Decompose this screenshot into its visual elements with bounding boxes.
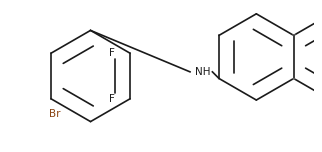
Text: NH: NH	[195, 67, 210, 77]
Text: Br: Br	[50, 109, 61, 119]
Text: F: F	[109, 48, 115, 58]
Text: F: F	[109, 94, 115, 104]
